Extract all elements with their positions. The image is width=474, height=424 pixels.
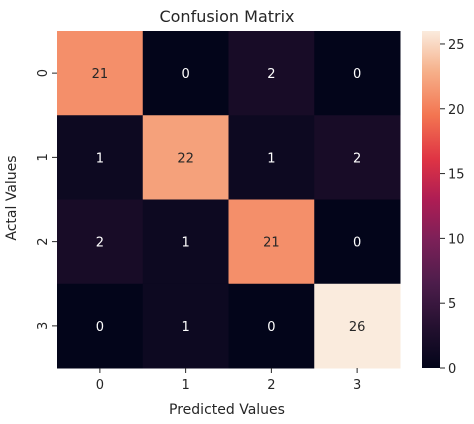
x-tick-label: 2 [267, 378, 275, 393]
heatmap-cell-labels: 21 0 2 01 22 1 22 1 21 00 1 0 26 [92, 67, 366, 335]
heatmap-cell-r0-c3 [314, 31, 401, 116]
cell-value-label: 1 [96, 151, 104, 166]
colorbar-gradient [422, 31, 440, 368]
cell-value-label: 0 [353, 67, 361, 82]
cell-value-label: 0 [267, 320, 275, 335]
cell-value-label: 1 [267, 151, 275, 166]
y-tick-label: 1 [36, 153, 51, 161]
heatmap-cell-r2-c0 [57, 199, 144, 285]
colorbar-tick-label: 10 [448, 232, 465, 247]
colorbar-tick-label: 0 [448, 362, 456, 377]
heatmap-cell-r2-c1 [142, 199, 229, 285]
colorbar-tick-label: 25 [448, 38, 465, 53]
heatmap-cell-r1-c1 [142, 115, 229, 200]
heatmap-cells [57, 31, 401, 369]
cell-value-label: 21 [263, 236, 280, 251]
heatmap-cell-r3-c1 [142, 283, 229, 369]
heatmap-cell-r1-c2 [228, 115, 315, 200]
cell-value-label: 0 [181, 67, 189, 82]
x-tick-label: 0 [96, 378, 104, 393]
y-tick-label: 2 [36, 237, 51, 245]
heatmap-cell-r3-c2 [228, 283, 315, 369]
cell-value-label: 22 [177, 151, 194, 166]
heatmap-cell-r0-c2 [228, 31, 315, 116]
heatmap-cell-r3-c3 [314, 283, 401, 369]
heatmap-cell-r1-c0 [57, 115, 144, 200]
colorbar: 0 5 10 15 20 25 [422, 31, 465, 377]
y-axis-ticks: 0 1 2 3 [36, 69, 57, 330]
x-axis-label: Predicted Values [169, 402, 285, 418]
colorbar-tick-label: 5 [448, 297, 456, 312]
x-tick-label: 1 [181, 378, 189, 393]
y-axis-label: Actal Values [4, 155, 20, 240]
y-tick-label: 3 [36, 322, 51, 330]
colorbar-tick-label: 20 [448, 103, 465, 118]
cell-value-label: 1 [181, 236, 189, 251]
cell-value-label: 26 [349, 320, 366, 335]
heatmap-cell-r0-c1 [142, 31, 229, 116]
heatmap-cell-r0-c0 [57, 31, 144, 116]
cell-value-label: 2 [96, 236, 104, 251]
y-tick-label: 0 [36, 69, 51, 77]
cell-value-label: 2 [267, 67, 275, 82]
chart-title: Confusion Matrix [159, 7, 294, 26]
cell-value-label: 0 [353, 236, 361, 251]
heatmap-cell-r2-c3 [314, 199, 401, 285]
heatmap-cell-r1-c3 [314, 115, 401, 200]
cell-value-label: 0 [96, 320, 104, 335]
heatmap-cell-r3-c0 [57, 283, 144, 369]
x-axis-ticks: 0 1 2 3 [96, 368, 361, 393]
cell-value-label: 1 [181, 320, 189, 335]
colorbar-tick-label: 15 [448, 168, 465, 183]
x-tick-label: 3 [353, 378, 361, 393]
heatmap-cell-r2-c2 [228, 199, 315, 285]
cell-value-label: 2 [353, 151, 361, 166]
cell-value-label: 21 [92, 67, 109, 82]
